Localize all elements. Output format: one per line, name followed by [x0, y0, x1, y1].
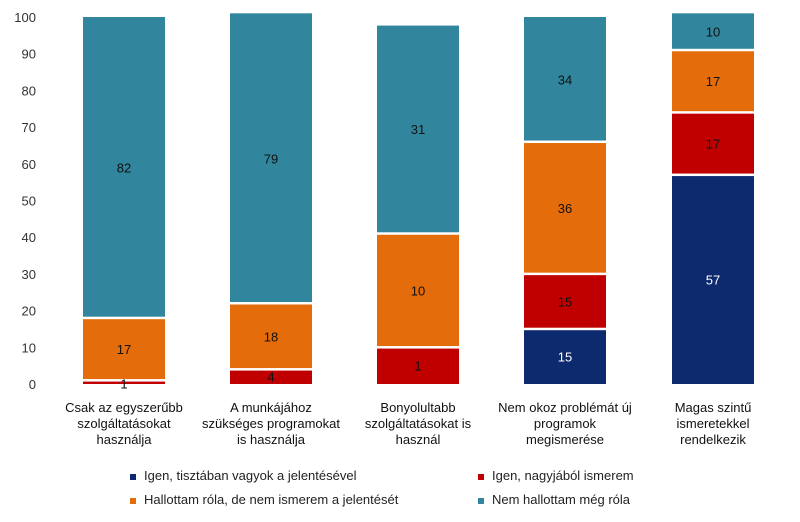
bar-segment	[230, 304, 312, 369]
category-label: használ	[396, 432, 441, 447]
bar-segment	[524, 143, 606, 273]
category-label: Csak az egyszerűbb	[65, 400, 183, 415]
bar-segment	[230, 370, 312, 384]
bar-segment	[377, 348, 459, 384]
data-label: 15	[558, 294, 572, 309]
data-label: 31	[411, 122, 425, 137]
category-label: programok	[534, 416, 597, 431]
data-label: 34	[558, 72, 572, 87]
category-label: ismeretekkel	[677, 416, 750, 431]
y-tick-label: 40	[22, 230, 36, 245]
bar-segment	[672, 51, 754, 112]
data-label: 79	[264, 151, 278, 166]
category-label: Bonyolultabb	[380, 400, 455, 415]
y-axis: 0 10 20 30 40 50 60 70 80 90 100	[14, 10, 36, 392]
y-tick-label: 60	[22, 157, 36, 172]
bar-segment	[377, 25, 459, 233]
y-tick-label: 10	[22, 340, 36, 355]
bar-segment	[524, 17, 606, 141]
category-label: is használja	[237, 432, 306, 447]
y-tick-label: 0	[29, 377, 36, 392]
category-label: szükséges programokat	[202, 416, 340, 431]
data-label: 17	[706, 74, 720, 89]
bar-segment	[672, 176, 754, 384]
y-tick-label: 70	[22, 120, 36, 135]
data-label: 15	[558, 349, 572, 364]
data-label: 1	[120, 377, 127, 392]
y-tick-label: 30	[22, 267, 36, 282]
bar-segment	[672, 13, 754, 49]
data-label: 10	[706, 25, 720, 40]
y-tick-label: 100	[14, 10, 36, 25]
bar-segment	[83, 17, 165, 317]
bar-segment	[672, 113, 754, 174]
data-label: 10	[411, 283, 425, 298]
bar-segment	[524, 275, 606, 328]
bar-segment	[83, 381, 165, 384]
bar-segment	[524, 330, 606, 384]
bar-segment	[377, 234, 459, 347]
category-label: Nem okoz problémát új	[498, 400, 632, 415]
data-label: 17	[706, 137, 720, 152]
bar-segment	[83, 319, 165, 380]
category-labels: Csak az egyszerűbbszolgáltatásokathaszná…	[65, 400, 751, 447]
category-label: rendelkezik	[680, 432, 746, 447]
y-tick-label: 20	[22, 304, 36, 319]
y-tick-label: 50	[22, 194, 36, 209]
data-label: 18	[264, 329, 278, 344]
bar-segment	[230, 13, 312, 303]
data-label: 82	[117, 160, 131, 175]
y-tick-label: 80	[22, 83, 36, 98]
category-label: Magas szintű	[675, 400, 752, 415]
y-tick-label: 90	[22, 47, 36, 62]
category-label: szolgáltatásokat	[77, 416, 171, 431]
data-label: 4	[267, 370, 274, 385]
bars: 1 17 82 4 18 79 1 10 31 15 15 36 34 57 17 17 10	[83, 13, 754, 392]
category-label: megismerése	[526, 432, 604, 447]
category-label: szolgáltatásokat is	[365, 416, 472, 431]
data-label: 36	[558, 201, 572, 216]
category-label: A munkájához	[230, 400, 312, 415]
data-label: 17	[117, 342, 131, 357]
data-label: 1	[414, 359, 421, 374]
data-label: 57	[706, 272, 720, 287]
category-label: használja	[97, 432, 153, 447]
